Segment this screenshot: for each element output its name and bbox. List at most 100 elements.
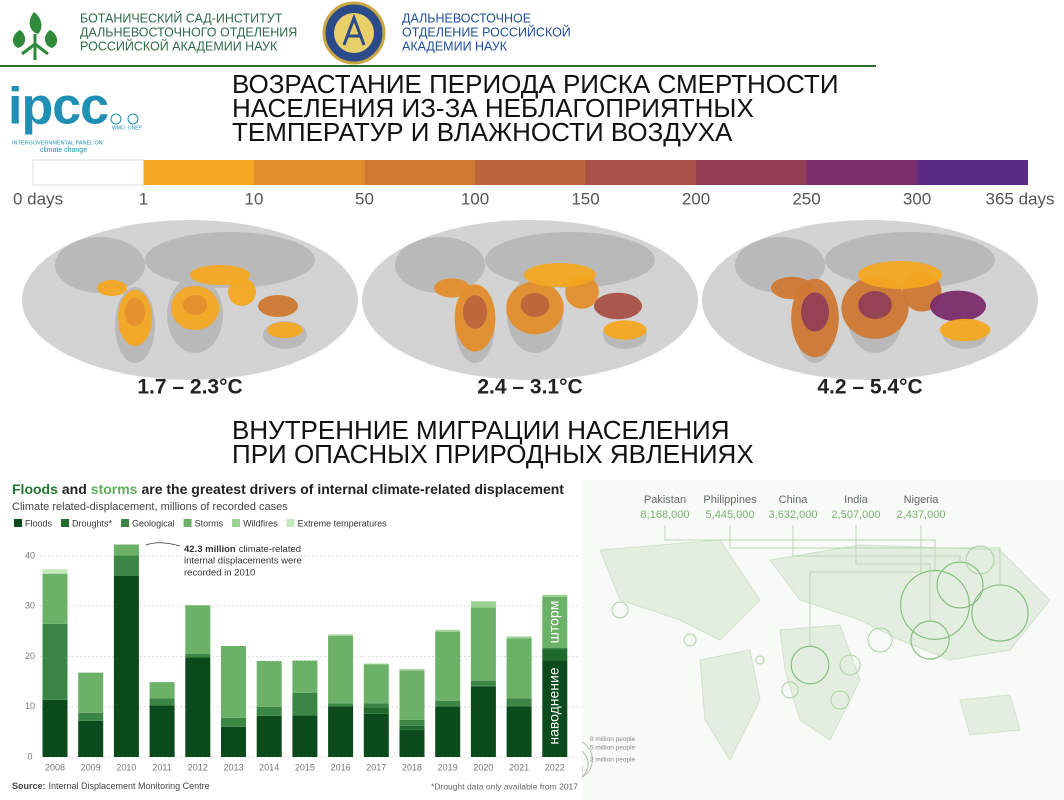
risk-area — [258, 295, 298, 317]
bar-chart: Floods and storms are the greatest drivers … — [0, 476, 582, 800]
heat-maps: 1.7 – 2.3°C 2.4 – 3.1°C 4.2 – 5.4°C — [22, 220, 1038, 399]
x-tick-label: 2012 — [188, 762, 208, 772]
scale-label: 50 — [355, 189, 374, 208]
bar-label: шторм — [546, 601, 562, 644]
bar-segment — [256, 706, 282, 716]
bar-segment — [435, 705, 461, 707]
continent — [55, 237, 145, 293]
legend-swatch — [183, 519, 192, 527]
bar-segment — [256, 715, 282, 757]
legend-label: Droughts* — [72, 518, 113, 528]
partner: WMO — [112, 125, 125, 131]
continent — [145, 232, 315, 288]
continent — [395, 237, 485, 293]
ipcc-logo: ipcc — [8, 78, 108, 136]
land — [735, 232, 995, 363]
bar-segment — [256, 661, 282, 707]
continent — [959, 694, 1021, 736]
bar-segment — [292, 692, 318, 716]
scale-swatch — [806, 160, 918, 185]
bar-segment — [363, 664, 389, 704]
minor-bubble — [683, 633, 697, 647]
legend-label: Geological — [132, 518, 175, 528]
map-label: 2.4 – 3.1°C — [477, 376, 582, 399]
x-tick-label: 2008 — [45, 762, 65, 772]
y-tick-label: 40 — [25, 550, 35, 560]
country-name: China — [779, 494, 809, 506]
chart-title: Floods and storms are the greatest drivers … — [12, 481, 564, 497]
x-tick-label: 2014 — [259, 762, 279, 772]
size-legend-label: 8 million people — [590, 736, 636, 743]
risk-area — [801, 292, 829, 332]
partner-icon — [110, 113, 122, 125]
scale-label: 250 — [792, 189, 820, 208]
org1-line: РОССИЙСКОЙ АКАДЕМИИ НАУК — [80, 38, 278, 53]
legend-swatch — [232, 519, 241, 527]
y-tick-label: 0 — [27, 751, 32, 761]
x-tick-label: 2022 — [545, 762, 565, 772]
x-tick-label: 2015 — [295, 762, 315, 772]
annotation-text: climate-related — [239, 544, 301, 555]
size-legend-label: 5 million people — [590, 744, 636, 751]
minor-bubble — [611, 601, 629, 619]
scale-label: 200 — [682, 189, 710, 208]
minor-bubble — [781, 681, 799, 699]
org2-line: ДАЛЬНЕВОСТОЧНОЕ — [402, 11, 531, 25]
bar-segment — [399, 669, 425, 671]
bar-segment — [506, 705, 532, 707]
bar-segment — [470, 601, 496, 608]
title-part: Floods — [12, 481, 58, 497]
scale-swatch — [364, 160, 476, 185]
bar-label: наводнение — [546, 667, 562, 745]
x-tick-label: 2011 — [152, 762, 171, 772]
bar-segment — [149, 705, 175, 757]
y-tick-label: 30 — [25, 601, 35, 611]
title-part: are the greatest drivers of internal cli… — [141, 481, 564, 497]
bar-segment — [363, 713, 389, 757]
country-name: Pakistan — [644, 494, 686, 506]
land — [55, 232, 315, 363]
climate-map — [702, 220, 1038, 380]
minor-bubble — [830, 690, 850, 710]
leader-line — [729, 525, 1001, 585]
bar-segment — [185, 605, 211, 655]
country-value: 2,437,000 — [897, 509, 946, 521]
y-tick-label: 10 — [25, 701, 35, 711]
risk-area — [183, 295, 207, 315]
bar-segment — [542, 649, 568, 661]
risk-area — [930, 290, 986, 322]
x-tick-label: 2020 — [473, 762, 493, 772]
bar-segment — [363, 707, 389, 714]
minor-bubble — [755, 655, 765, 665]
bar-segment — [363, 663, 389, 665]
legend-swatch — [286, 519, 295, 527]
country-name: Nigeria — [904, 494, 940, 506]
x-tick-label: 2013 — [223, 762, 243, 772]
bar-segment — [435, 629, 461, 632]
bar-segment — [328, 706, 354, 757]
bar-segment — [221, 645, 246, 718]
org2-line: АКАДЕМИИ НАУК — [402, 39, 508, 53]
bar-segment — [470, 680, 496, 686]
source-label: Source: — [12, 781, 46, 791]
bar-segment — [113, 544, 139, 556]
minor-bubble — [839, 654, 861, 676]
scale-swatch — [475, 160, 586, 185]
risk-area — [267, 322, 303, 338]
legend-label: Storms — [195, 518, 224, 528]
risk-area — [125, 298, 145, 326]
legend-label: Floods — [25, 518, 53, 528]
leader-line — [664, 525, 936, 571]
annotation: 42.3 million climate-related — [184, 544, 301, 555]
leader-line — [809, 525, 922, 647]
bar-segment — [363, 703, 389, 708]
bar-segment — [78, 720, 104, 757]
risk-area — [520, 293, 550, 317]
country-value: 8,168,000 — [641, 509, 690, 521]
x-tick-label: 2021 — [509, 762, 529, 772]
heat-scale: 0 days 1 10 50 100 150 200 250 300 365 days — [13, 159, 1055, 208]
scale-swatch — [143, 160, 255, 185]
risk-area — [771, 276, 813, 300]
annotation: recorded in 2010 — [184, 568, 255, 579]
